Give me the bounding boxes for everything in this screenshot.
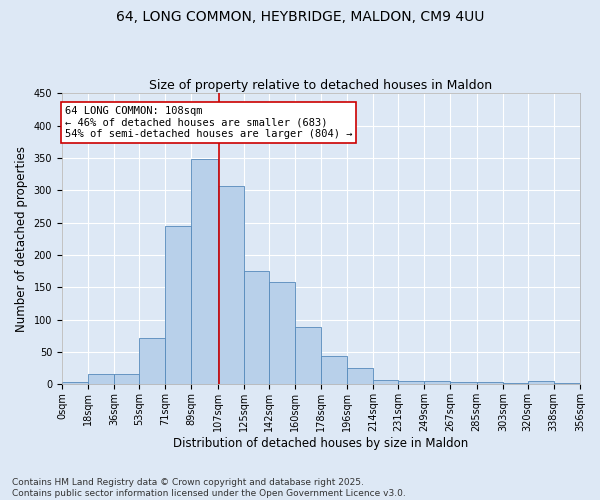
- Bar: [398, 381, 424, 384]
- Bar: [165, 226, 191, 384]
- Bar: [503, 383, 527, 384]
- Bar: [476, 382, 503, 384]
- Bar: [321, 356, 347, 384]
- Bar: [88, 374, 114, 384]
- Bar: [295, 328, 321, 384]
- Bar: [218, 186, 244, 384]
- Bar: [424, 381, 451, 384]
- Bar: [269, 282, 295, 384]
- Bar: [62, 382, 88, 384]
- Bar: [139, 338, 165, 384]
- Bar: [244, 271, 269, 384]
- X-axis label: Distribution of detached houses by size in Maldon: Distribution of detached houses by size …: [173, 437, 469, 450]
- Bar: [114, 374, 139, 384]
- Bar: [191, 159, 218, 384]
- Bar: [451, 382, 476, 384]
- Title: Size of property relative to detached houses in Maldon: Size of property relative to detached ho…: [149, 79, 493, 92]
- Y-axis label: Number of detached properties: Number of detached properties: [15, 146, 28, 332]
- Text: Contains HM Land Registry data © Crown copyright and database right 2025.
Contai: Contains HM Land Registry data © Crown c…: [12, 478, 406, 498]
- Text: 64, LONG COMMON, HEYBRIDGE, MALDON, CM9 4UU: 64, LONG COMMON, HEYBRIDGE, MALDON, CM9 …: [116, 10, 484, 24]
- Text: 64 LONG COMMON: 108sqm
← 46% of detached houses are smaller (683)
54% of semi-de: 64 LONG COMMON: 108sqm ← 46% of detached…: [65, 106, 352, 140]
- Bar: [527, 381, 554, 384]
- Bar: [554, 383, 580, 384]
- Bar: [373, 380, 398, 384]
- Bar: [347, 368, 373, 384]
